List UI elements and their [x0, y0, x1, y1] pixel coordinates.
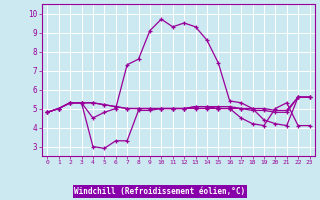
Text: Windchill (Refroidissement éolien,°C): Windchill (Refroidissement éolien,°C)	[75, 187, 245, 196]
